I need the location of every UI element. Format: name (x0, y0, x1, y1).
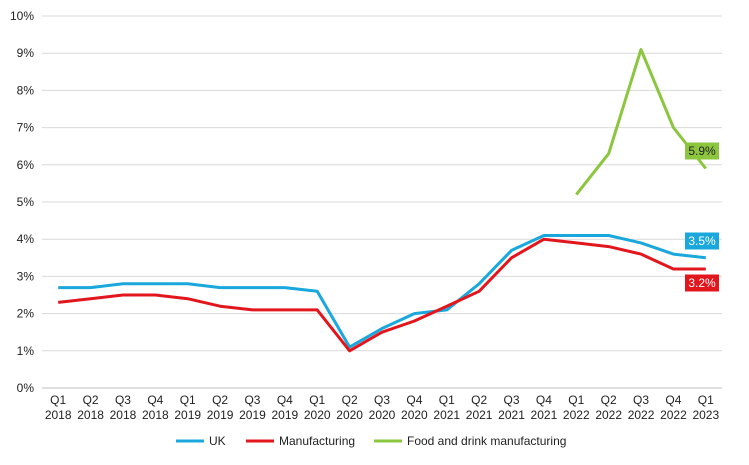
x-tick-year: 2020 (401, 408, 428, 422)
x-tick-year: 2021 (531, 408, 558, 422)
x-tick-year: 2018 (110, 408, 137, 422)
x-tick-year: 2022 (595, 408, 622, 422)
x-tick-quarter: Q1 (439, 393, 455, 407)
x-tick-quarter: Q4 (406, 393, 422, 407)
end-label-food-and-drink-manufacturing: 5.9% (685, 142, 719, 160)
gridlines (42, 15, 722, 389)
x-tick-quarter: Q4 (277, 393, 293, 407)
y-tick-label: 0% (17, 381, 35, 395)
series-lines (58, 48, 707, 353)
x-tick-quarter: Q2 (601, 393, 617, 407)
end-label-uk: 3.5% (685, 232, 719, 250)
x-tick-year: 2022 (660, 408, 687, 422)
x-tick-quarter: Q3 (374, 393, 390, 407)
x-tick-year: 2021 (466, 408, 493, 422)
x-tick-quarter: Q1 (698, 393, 714, 407)
x-tick-quarter: Q4 (536, 393, 552, 407)
y-tick-label: 2% (17, 307, 35, 321)
x-tick-quarter: Q3 (633, 393, 649, 407)
end-label-text: 5.9% (688, 144, 716, 158)
x-tick-quarter: Q3 (504, 393, 520, 407)
x-tick-year: 2020 (304, 408, 331, 422)
end-label-text: 3.5% (688, 234, 716, 248)
legend-label: UK (209, 434, 226, 448)
x-tick-year: 2021 (433, 408, 460, 422)
y-tick-label: 4% (17, 232, 35, 246)
x-tick-quarter: Q2 (83, 393, 99, 407)
x-tick-quarter: Q4 (147, 393, 163, 407)
y-tick-label: 8% (17, 83, 35, 97)
legend: UK Manufacturing Food and drink manufactur… (176, 434, 566, 448)
y-tick-label: 3% (17, 269, 35, 283)
y-tick-label: 5% (17, 195, 35, 209)
x-tick-year: 2020 (369, 408, 396, 422)
x-tick-quarter: Q2 (471, 393, 487, 407)
x-tick-year: 2018 (142, 408, 169, 422)
x-tick-year: 2019 (272, 408, 299, 422)
y-tick-label: 6% (17, 158, 35, 172)
x-tick-year: 2019 (207, 408, 234, 422)
end-label-box (685, 232, 719, 250)
series-line-manufacturing (58, 237, 706, 353)
end-label-box (685, 274, 719, 292)
x-tick-year: 2023 (692, 408, 719, 422)
legend-item-uk: UK (176, 434, 226, 448)
x-tick-year: 2019 (239, 408, 266, 422)
end-value-labels: 3.5% 3.2% 5.9% (685, 142, 719, 292)
legend-label: Food and drink manufacturing (407, 434, 566, 448)
legend-item-manufacturing: Manufacturing (246, 434, 355, 448)
x-tick-quarter: Q1 (309, 393, 325, 407)
end-label-manufacturing: 3.2% (685, 274, 719, 292)
x-tick-quarter: Q1 (50, 393, 66, 407)
y-tick-label: 1% (17, 344, 35, 358)
series-line-food-and-drink-manufacturing (575, 48, 707, 196)
end-label-text: 3.2% (688, 276, 716, 290)
legend-label: Manufacturing (279, 434, 355, 448)
x-tick-year: 2022 (628, 408, 655, 422)
x-tick-year: 2018 (77, 408, 104, 422)
x-tick-year: 2018 (45, 408, 72, 422)
series-line-uk (58, 234, 706, 349)
x-tick-quarter: Q1 (568, 393, 584, 407)
x-tick-quarter: Q2 (342, 393, 358, 407)
y-tick-label: 9% (17, 46, 35, 60)
x-tick-year: 2019 (174, 408, 201, 422)
y-axis-tick-labels: 0% 1% 2% 3% 4% 5% 6% 7% 8% 9% 10% (10, 9, 34, 395)
x-tick-quarter: Q3 (244, 393, 260, 407)
x-tick-quarter: Q2 (212, 393, 228, 407)
legend-item-food-and-drink-manufacturing: Food and drink manufacturing (374, 434, 566, 448)
y-tick-label: 10% (10, 9, 34, 23)
x-tick-year: 2021 (498, 408, 525, 422)
x-axis-tick-labels: Q12018Q22018Q32018Q42018Q12019Q22019Q320… (45, 393, 720, 422)
y-tick-label: 7% (17, 121, 35, 135)
x-tick-year: 2020 (336, 408, 363, 422)
x-tick-quarter: Q4 (665, 393, 681, 407)
end-label-box (685, 142, 719, 160)
x-tick-year: 2022 (563, 408, 590, 422)
x-tick-quarter: Q1 (180, 393, 196, 407)
x-tick-quarter: Q3 (115, 393, 131, 407)
